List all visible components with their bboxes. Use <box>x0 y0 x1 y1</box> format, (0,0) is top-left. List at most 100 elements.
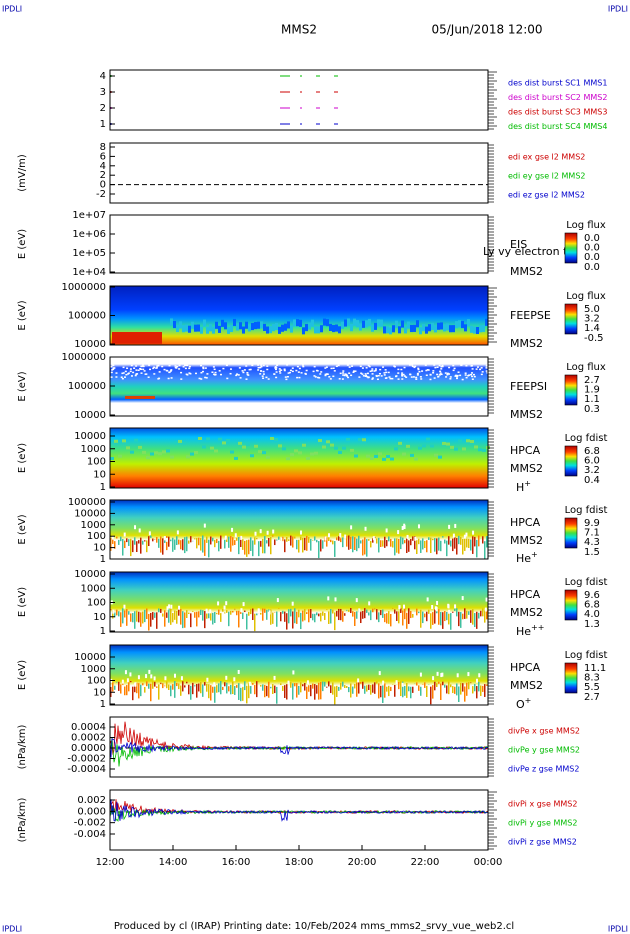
spectrogram-streak <box>146 681 148 687</box>
spectrogram-dot <box>176 365 179 368</box>
spectrogram-streak <box>224 322 227 330</box>
spectrogram-streak <box>406 683 408 698</box>
spectrogram-streak <box>340 682 342 690</box>
colorbar-title: Log fdist <box>565 650 608 661</box>
spectrogram-streak <box>262 684 264 691</box>
spectrogram-streak <box>230 610 232 615</box>
spectrogram-streak <box>284 539 286 553</box>
spectrogram-streak <box>272 684 274 694</box>
spectrogram-gap <box>403 523 406 528</box>
spectrogram-dot <box>382 366 385 368</box>
spectrogram-streak <box>338 686 340 691</box>
spectrogram-gap <box>237 669 240 674</box>
spectrogram-dot <box>122 372 125 374</box>
spectrogram-streak <box>134 537 136 545</box>
spectrogram-streak <box>198 437 202 441</box>
spectrogram-streak <box>172 537 174 552</box>
spectrogram-streak <box>126 609 128 626</box>
instrument-label: HPCA <box>510 444 541 457</box>
spectrogram-streak <box>406 444 410 448</box>
spectrogram-streak <box>128 539 130 546</box>
spectrogram-streak <box>264 536 266 554</box>
spectrogram-streak <box>308 685 310 692</box>
spectrogram-streak <box>461 321 464 329</box>
colorbar <box>564 303 578 335</box>
spectrogram-dot <box>211 371 214 373</box>
spectrogram-streak <box>304 608 306 621</box>
spectrogram-streak <box>486 684 488 686</box>
spectrogram-streak <box>392 325 395 333</box>
colorbar-tick-label: 6.8 <box>584 600 600 611</box>
panel-frame <box>109 644 489 706</box>
spectrogram-streak <box>242 612 244 620</box>
spectrogram-hot <box>125 395 155 399</box>
spectrogram-streak <box>434 325 437 333</box>
spectrogram-streak <box>142 683 144 686</box>
spectrogram-streak <box>254 322 257 330</box>
panel-frame <box>109 789 489 851</box>
spectrogram-streak <box>254 444 258 448</box>
spectrogram-dot <box>366 376 369 378</box>
spectrogram-dot <box>365 367 368 369</box>
spectrogram-dot <box>397 378 400 380</box>
spectrogram-streak <box>204 611 206 629</box>
spectrogram-streak <box>154 681 156 687</box>
spectrogram-dot <box>389 377 392 380</box>
spectrogram-dot <box>325 366 328 368</box>
spectrogram-streak <box>226 682 228 694</box>
spectrogram-streak <box>182 681 184 692</box>
spectrogram-streak <box>292 611 294 629</box>
spectrogram-streak <box>150 535 152 538</box>
spectrogram-streak <box>326 686 328 688</box>
spectrogram-dot <box>486 372 489 374</box>
spectrogram-dot <box>373 370 376 372</box>
spectrogram-streak <box>290 682 292 688</box>
spectrogram-streak <box>134 611 136 629</box>
spectrogram-streak <box>166 449 170 453</box>
spectrogram <box>110 645 488 705</box>
y-tick-label: 1000 <box>81 444 106 455</box>
spectrogram-streak <box>190 685 192 700</box>
spectrogram-dot <box>374 369 377 372</box>
spectrogram-streak <box>314 451 318 455</box>
spectrogram-dot <box>262 373 265 375</box>
spectrogram-streak <box>450 540 452 547</box>
spectrogram-gap <box>454 604 457 609</box>
spectrogram-dot <box>126 367 129 369</box>
spectrogram-gap <box>223 605 226 610</box>
colorbar-tick-label: 6.8 <box>584 446 600 457</box>
spectrogram-streak <box>302 327 305 335</box>
spectrogram-dot <box>455 374 458 377</box>
spectrogram-streak <box>138 445 142 449</box>
spectrogram-gap <box>231 527 234 532</box>
spectrogram-streak <box>482 448 486 452</box>
spectrogram-streak <box>272 324 275 332</box>
spectrogram-dot <box>470 365 473 367</box>
spectrogram-streak <box>208 613 210 619</box>
spectrogram-gap <box>148 669 151 674</box>
spectrogram-streak <box>158 684 160 700</box>
spectrogram-dot <box>330 367 333 370</box>
spectrogram-streak <box>290 453 294 457</box>
spectrogram-streak <box>238 683 240 700</box>
spectrogram-streak <box>238 441 242 445</box>
spectrogram-streak <box>368 539 370 541</box>
spectrogram-streak <box>138 540 140 544</box>
spectrogram-streak <box>424 540 426 549</box>
spectrogram-dot <box>470 373 473 376</box>
spectrogram-streak <box>244 540 246 555</box>
spectrogram-streak <box>446 685 448 694</box>
spectrogram-streak <box>236 610 238 616</box>
spectrogram-dot <box>257 369 260 371</box>
spectrogram-streak <box>416 608 418 616</box>
spectrogram-streak <box>144 609 146 623</box>
spectrogram-dot <box>257 366 260 369</box>
spectrogram-gap <box>137 675 140 680</box>
spectrogram-streak <box>372 538 374 543</box>
spectrogram-streak <box>240 611 242 614</box>
spectrogram-dot <box>188 365 191 368</box>
spectrogram-streak <box>280 612 282 622</box>
spectrogram-streak <box>374 454 378 458</box>
spectrogram-streak <box>354 454 358 458</box>
spectrogram-streak <box>446 540 448 557</box>
